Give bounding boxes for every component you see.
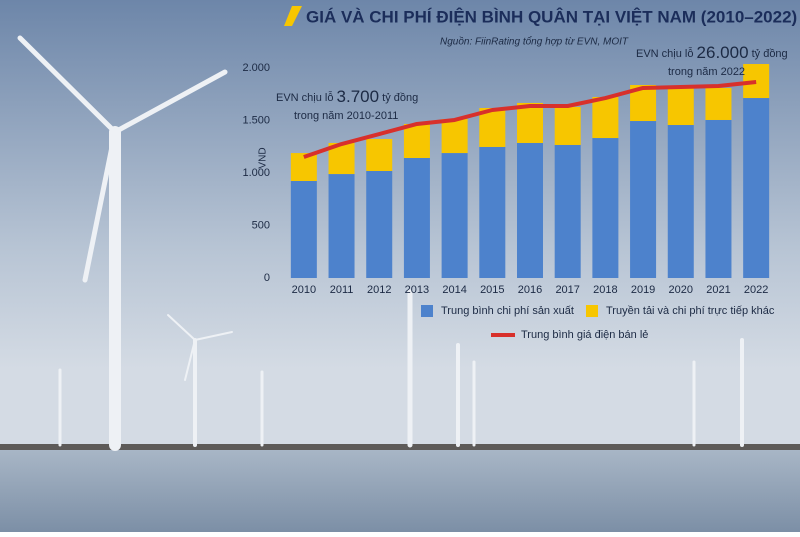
annotation: trong năm 2010-2011 bbox=[294, 110, 398, 122]
x-tick-label: 2012 bbox=[367, 284, 391, 296]
y-tick-label: 500 bbox=[252, 219, 270, 231]
legend-label: Trung bình giá điện bán lẻ bbox=[521, 329, 648, 341]
chart-title: GIÁ VÀ CHI PHÍ ĐIỆN BÌNH QUÂN TẠI VIỆT N… bbox=[306, 7, 797, 26]
y-axis-label: VND bbox=[258, 147, 269, 168]
annotation-part: 26.000 bbox=[697, 43, 749, 62]
y-tick-label: 0 bbox=[264, 272, 270, 284]
x-tick-label: 2020 bbox=[669, 284, 693, 296]
bar bbox=[479, 108, 506, 147]
bar bbox=[366, 171, 393, 278]
bar bbox=[517, 142, 543, 278]
bar bbox=[554, 106, 581, 145]
bar bbox=[441, 153, 468, 278]
bar bbox=[403, 123, 430, 158]
bar bbox=[743, 98, 770, 278]
bar bbox=[290, 153, 317, 181]
bar bbox=[554, 144, 581, 278]
y-tick-label: 1.500 bbox=[242, 114, 270, 126]
x-tick-label: 2013 bbox=[405, 284, 429, 296]
annotation: trong năm 2022 bbox=[668, 66, 745, 78]
title-icon bbox=[284, 6, 302, 26]
sky bbox=[0, 0, 800, 450]
bar bbox=[630, 121, 657, 279]
x-tick-label: 2021 bbox=[706, 284, 730, 296]
bar bbox=[328, 174, 355, 278]
annotation-part: EVN chịu lỗ bbox=[276, 91, 337, 104]
x-tick-label: 2010 bbox=[292, 284, 316, 296]
x-tick-label: 2016 bbox=[518, 284, 542, 296]
annotation: EVN chịu lỗ 3.700 tỷ đồng bbox=[276, 87, 418, 106]
bar bbox=[403, 157, 430, 278]
line bbox=[303, 79, 757, 159]
bar bbox=[479, 146, 506, 278]
bar bbox=[366, 138, 393, 172]
bar bbox=[705, 87, 732, 120]
bar bbox=[441, 119, 468, 154]
x-tick-label: 2022 bbox=[744, 284, 768, 296]
bar bbox=[705, 119, 732, 278]
annotation: EVN chịu lỗ 26.000 tỷ đồng bbox=[636, 43, 788, 62]
x-tick-label: 2017 bbox=[555, 284, 579, 296]
y-tick-label: 1.000 bbox=[242, 167, 270, 179]
x-tick-label: 2015 bbox=[480, 284, 504, 296]
annotation-part: tỷ đồng bbox=[379, 92, 418, 104]
bar bbox=[667, 125, 694, 278]
sea bbox=[0, 450, 800, 532]
legend-label: Truyền tải và chi phí trực tiếp khác bbox=[606, 305, 775, 317]
bar bbox=[592, 138, 619, 278]
bar bbox=[290, 180, 317, 278]
x-tick-label: 2019 bbox=[631, 284, 655, 296]
chart-subtitle: Nguồn: FiinRating tổng hợp từ EVN, MOIT bbox=[440, 36, 629, 48]
bar bbox=[667, 87, 694, 126]
x-tick-label: 2018 bbox=[593, 284, 617, 296]
annotation-part: 3.700 bbox=[337, 87, 380, 106]
legend-label: Trung bình chi phí sản xuất bbox=[441, 305, 574, 317]
pier bbox=[0, 444, 800, 450]
bar bbox=[517, 102, 543, 143]
bar bbox=[592, 96, 619, 139]
legend-swatch bbox=[421, 305, 433, 317]
annotation-part: EVN chịu lỗ bbox=[636, 47, 697, 60]
turbines bbox=[17, 35, 744, 451]
x-tick-label: 2011 bbox=[330, 284, 354, 296]
legend-swatch bbox=[586, 305, 598, 317]
x-tick-label: 2014 bbox=[442, 284, 466, 296]
annotation-part: tỷ đồng bbox=[749, 48, 788, 60]
y-tick-label: 2.000 bbox=[242, 62, 270, 74]
